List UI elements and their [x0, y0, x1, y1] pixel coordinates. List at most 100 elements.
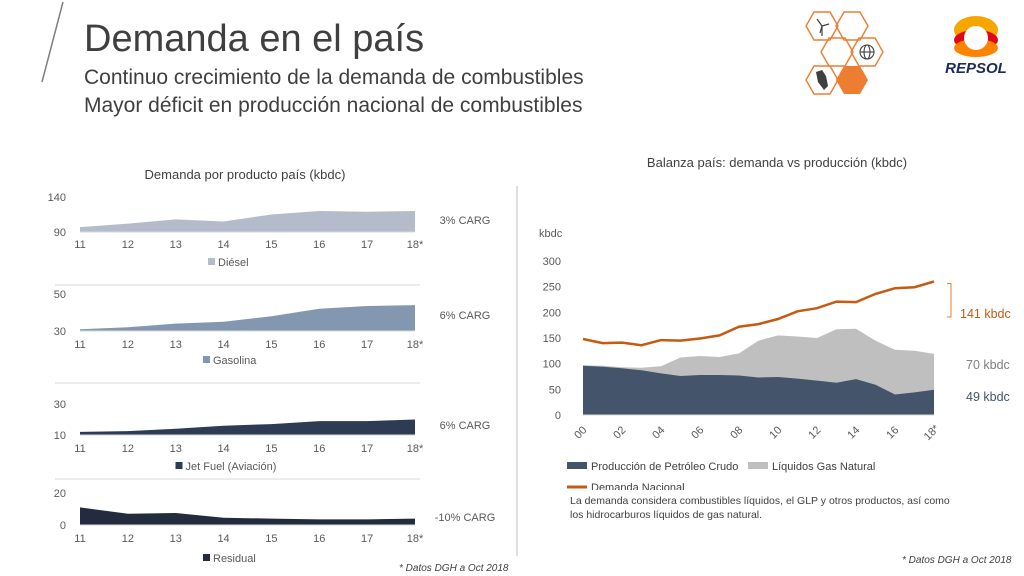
x-tick-label: 14: [217, 339, 229, 351]
bracket-label-lgn: 70 kbdc: [966, 358, 1010, 372]
x-tick-label: 18*: [407, 339, 424, 351]
x-tick-label: 16: [313, 533, 325, 545]
x-tick-label: 08: [728, 424, 745, 441]
x-tick-label: 02: [611, 424, 628, 441]
area-residual: [80, 507, 415, 525]
hexagon-icons-cluster: [805, 11, 884, 95]
x-tick-label: 11: [74, 239, 85, 251]
area-gasolina: [80, 305, 415, 331]
legend-swatch: [203, 356, 210, 363]
bracket-label-crude: 49 kbdc: [966, 390, 1010, 404]
bracket-label-demand: 141 kbdc: [960, 307, 1011, 321]
cagr-label: 3% CARG: [440, 215, 491, 227]
wind-turbine-icon: [816, 18, 830, 36]
x-tick-label: 18*: [407, 239, 424, 251]
x-tick-label: 06: [689, 424, 706, 441]
x-tick-label: 16: [313, 443, 325, 455]
y-tick-label: 200: [543, 307, 561, 319]
x-tick-label: 17: [361, 339, 373, 351]
globe-icon: [859, 44, 875, 60]
y-tick-label: 150: [543, 333, 561, 345]
cagr-label: 6% CARG: [440, 420, 491, 432]
x-tick-label: 00: [572, 424, 589, 441]
legend-label-lgn: Líquidos Gas Natural: [772, 461, 875, 473]
y-tick-label: 90: [54, 227, 66, 239]
y-tick-label: 30: [54, 399, 66, 411]
cagr-label: 6% CARG: [440, 310, 491, 322]
x-tick-label: 04: [650, 424, 667, 441]
balance-chart-note: La demanda considera combustibles líquid…: [570, 495, 950, 521]
decorative-slash: [41, 1, 64, 83]
legend-label: Residual: [213, 553, 256, 565]
area-jet-fuel-aviaci-n-: [80, 419, 415, 435]
y-tick-label: 0: [555, 410, 561, 422]
x-tick-label: 17: [361, 533, 373, 545]
y-axis-label: kbdc: [539, 228, 563, 240]
chart-title-balance: Balanza país: demanda vs producción (kbd…: [647, 155, 907, 170]
bracket-demand: [947, 283, 952, 318]
legend-swatch-lgn: [748, 462, 768, 469]
x-tick-label: 16: [884, 424, 901, 441]
x-tick-label: 17: [361, 239, 373, 251]
legend-label-crude: Producción de Petróleo Crudo: [591, 461, 738, 473]
x-tick-label: 12: [122, 533, 134, 545]
legend-label: Diésel: [218, 257, 249, 269]
y-tick-label: 10: [54, 430, 66, 442]
y-tick-label: 20: [54, 488, 66, 500]
vertical-divider: [516, 186, 518, 556]
legend-swatch: [208, 258, 215, 265]
repsol-logo-text: REPSOL: [945, 60, 1007, 77]
x-tick-label: 15: [265, 443, 277, 455]
legend-label: Jet Fuel (Aviación): [186, 461, 277, 473]
x-tick-label: 11: [74, 339, 85, 351]
legend-swatch: [175, 462, 183, 469]
x-tick-label: 13: [170, 339, 182, 351]
line-demanda-nacional: [582, 280, 935, 347]
y-tick-label: 250: [543, 282, 561, 294]
x-tick-label: 15: [265, 533, 277, 545]
y-tick-label: 100: [543, 359, 561, 371]
y-tick-label: 140: [48, 192, 66, 204]
x-tick-label: 18*: [922, 422, 943, 443]
x-tick-label: 17: [361, 443, 373, 455]
legend-swatch-crude: [567, 462, 587, 469]
area-produccion-petroleo-crudo: [583, 365, 934, 415]
x-tick-label: 18*: [407, 533, 424, 545]
x-tick-label: 14: [845, 424, 862, 441]
x-tick-label: 14: [217, 443, 229, 455]
source-note-right: * Datos DGH a Oct 2018: [902, 555, 1012, 566]
y-tick-label: 30: [54, 326, 66, 338]
x-tick-label: 18*: [407, 443, 424, 455]
y-tick-label: 300: [543, 256, 561, 268]
page-title: Demanda en el país: [84, 18, 425, 60]
area-di-sel: [80, 211, 415, 232]
legend-label: Gasolina: [213, 355, 257, 367]
legend-label-demand: Demanda Nacional: [591, 482, 685, 490]
page-subtitle-2: Mayor déficit en producción nacional de …: [84, 94, 583, 117]
x-tick-label: 15: [265, 339, 277, 351]
peru-map-icon: [816, 70, 828, 90]
chart-title-demand-by-product: Demanda por producto país (kbdc): [145, 167, 346, 182]
cagr-label: -10% CARG: [435, 512, 496, 524]
x-tick-label: 16: [313, 239, 325, 251]
x-tick-label: 11: [74, 443, 85, 455]
x-tick-label: 12: [122, 339, 134, 351]
x-tick-label: 15: [265, 239, 277, 251]
x-tick-label: 16: [313, 339, 325, 351]
legend-swatch: [203, 554, 210, 561]
repsol-logo: [954, 16, 998, 57]
y-tick-label: 50: [549, 384, 561, 396]
x-tick-label: 12: [122, 239, 134, 251]
y-tick-label: 0: [60, 520, 66, 532]
source-note-left: * Datos DGH a Oct 2018: [399, 563, 509, 574]
x-tick-label: 13: [170, 443, 182, 455]
balance-chart: Balanza país: demanda vs producción (kbd…: [539, 155, 1011, 490]
x-tick-label: 10: [767, 424, 784, 441]
x-tick-label: 13: [170, 533, 182, 545]
page-subtitle-1: Continuo crecimiento de la demanda de co…: [84, 66, 584, 89]
x-tick-label: 11: [74, 533, 85, 545]
x-tick-label: 14: [217, 239, 229, 251]
x-tick-label: 12: [122, 443, 134, 455]
x-tick-label: 13: [170, 239, 182, 251]
